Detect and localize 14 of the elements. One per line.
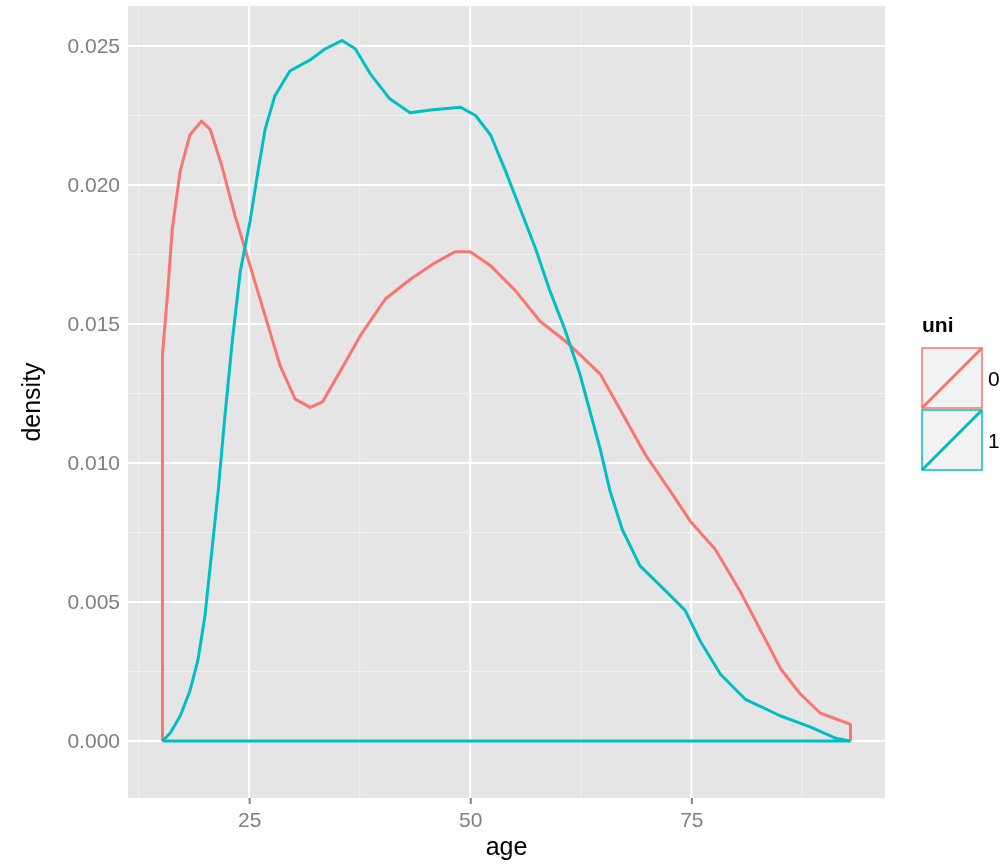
y-tick-label: 0.005 <box>67 590 120 614</box>
y-tick-label: 0.000 <box>67 729 120 753</box>
y-tick-label: 0.010 <box>67 451 120 475</box>
text: 1 <box>988 429 1000 452</box>
y-tick-label: 0.020 <box>67 173 120 197</box>
x-tick-label: 25 <box>237 807 262 831</box>
y-axis-title: density <box>17 361 45 442</box>
y-tick-label: 0.015 <box>67 312 120 336</box>
x-tick-label: 75 <box>680 807 704 831</box>
legend-title: uni <box>922 313 954 336</box>
x-axis-title: age <box>485 832 528 860</box>
text: 0 <box>988 367 1000 390</box>
y-tick-label: 0.025 <box>67 34 120 58</box>
x-tick-label: 50 <box>459 807 483 831</box>
